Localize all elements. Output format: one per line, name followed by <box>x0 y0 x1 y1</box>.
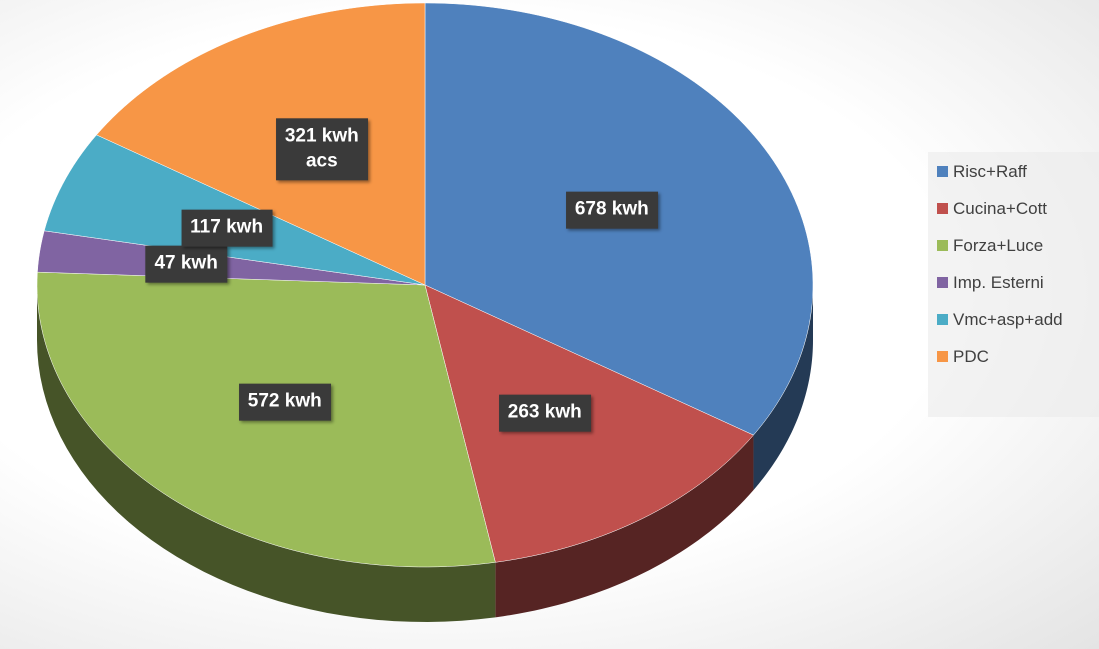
slice-side <box>495 435 754 618</box>
legend-label: Cucina+Cott <box>953 199 1048 218</box>
slice-side <box>37 285 496 622</box>
legend-swatch <box>937 166 948 177</box>
legend-swatch <box>937 351 948 362</box>
legend-swatch <box>937 277 948 288</box>
legend-item: PDC <box>937 347 989 367</box>
data-label: 321 kwh acs <box>275 118 368 180</box>
legend-label: Forza+Luce <box>953 236 1044 255</box>
data-label: 263 kwh <box>498 395 591 432</box>
legend-swatch <box>937 314 948 325</box>
legend-label: PDC <box>953 347 989 366</box>
legend-item: Cucina+Cott <box>937 199 1047 219</box>
legend-label: Risc+Raff <box>953 162 1027 181</box>
data-label: 678 kwh <box>565 191 658 229</box>
legend-swatch <box>937 240 948 251</box>
legend-item: Forza+Luce <box>937 236 1043 256</box>
legend-item: Imp. Esterni <box>937 273 1044 293</box>
slice-side <box>753 285 813 491</box>
legend-label: Vmc+asp+add <box>953 310 1063 329</box>
legend-label: Imp. Esterni <box>953 273 1044 292</box>
legend-item: Vmc+asp+add <box>937 310 1063 330</box>
data-label: 47 kwh <box>145 245 227 283</box>
slice <box>96 2 426 286</box>
data-label: 117 kwh <box>181 209 273 247</box>
legend-swatch <box>937 203 948 214</box>
legend-item: Risc+Raff <box>937 162 1027 182</box>
legend: Risc+Raff Cucina+Cott Forza+Luce Imp. Ester… <box>928 152 1099 417</box>
data-label: 572 kwh <box>238 383 331 421</box>
